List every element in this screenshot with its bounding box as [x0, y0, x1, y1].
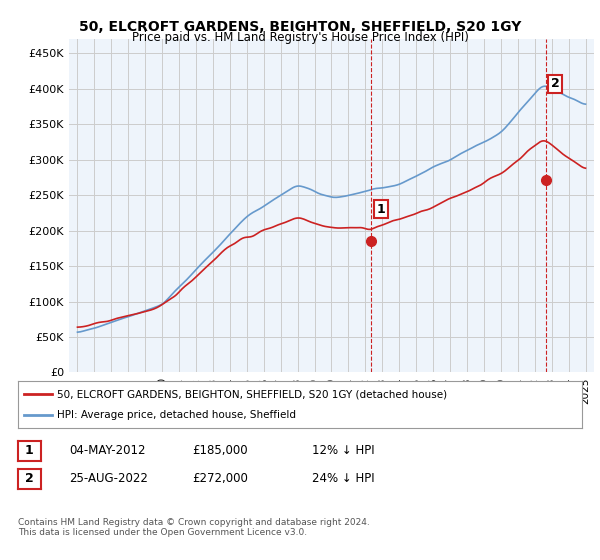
Text: Contains HM Land Registry data © Crown copyright and database right 2024.
This d: Contains HM Land Registry data © Crown c… [18, 518, 370, 538]
Text: 1: 1 [25, 444, 34, 458]
Text: £272,000: £272,000 [192, 472, 248, 486]
Text: £185,000: £185,000 [192, 444, 248, 458]
Text: 24% ↓ HPI: 24% ↓ HPI [312, 472, 374, 486]
Text: 50, ELCROFT GARDENS, BEIGHTON, SHEFFIELD, S20 1GY (detached house): 50, ELCROFT GARDENS, BEIGHTON, SHEFFIELD… [58, 389, 448, 399]
Text: 50, ELCROFT GARDENS, BEIGHTON, SHEFFIELD, S20 1GY: 50, ELCROFT GARDENS, BEIGHTON, SHEFFIELD… [79, 20, 521, 34]
Text: HPI: Average price, detached house, Sheffield: HPI: Average price, detached house, Shef… [58, 410, 296, 420]
Text: 2: 2 [551, 77, 560, 90]
Text: 2: 2 [25, 472, 34, 486]
Text: Price paid vs. HM Land Registry's House Price Index (HPI): Price paid vs. HM Land Registry's House … [131, 31, 469, 44]
Text: 25-AUG-2022: 25-AUG-2022 [69, 472, 148, 486]
Text: 04-MAY-2012: 04-MAY-2012 [69, 444, 146, 458]
Text: 1: 1 [376, 203, 385, 216]
Text: 12% ↓ HPI: 12% ↓ HPI [312, 444, 374, 458]
